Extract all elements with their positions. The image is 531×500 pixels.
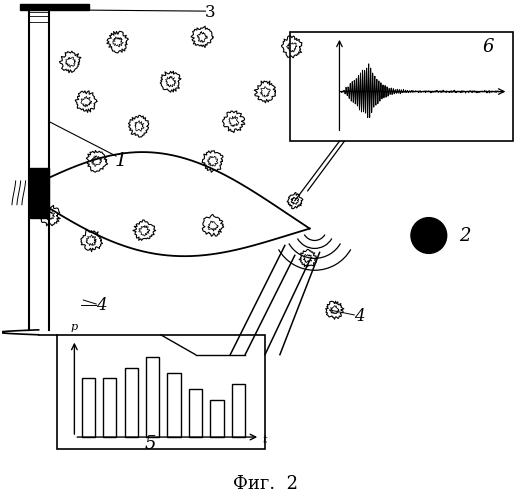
Bar [124, 368, 138, 437]
Text: 4: 4 [354, 308, 365, 326]
Polygon shape [30, 168, 48, 218]
Bar [56, 335, 265, 449]
Bar [232, 384, 245, 437]
Text: 2: 2 [459, 226, 470, 244]
Text: 5: 5 [145, 435, 157, 453]
Bar [146, 357, 159, 437]
Bar [189, 389, 202, 437]
Text: 2: 2 [418, 227, 429, 244]
Bar [167, 373, 181, 437]
Text: 4: 4 [96, 296, 107, 314]
Bar [82, 378, 95, 437]
Text: t: t [262, 435, 267, 445]
Bar [103, 378, 116, 437]
Text: 3: 3 [205, 4, 216, 20]
Text: p: p [71, 322, 78, 332]
Circle shape [411, 218, 447, 254]
Text: 1: 1 [115, 152, 127, 170]
Polygon shape [20, 4, 89, 10]
Bar [290, 32, 513, 141]
Bar [210, 400, 224, 437]
Text: Фиг.  2: Фиг. 2 [233, 474, 297, 492]
Text: 6: 6 [483, 38, 494, 56]
